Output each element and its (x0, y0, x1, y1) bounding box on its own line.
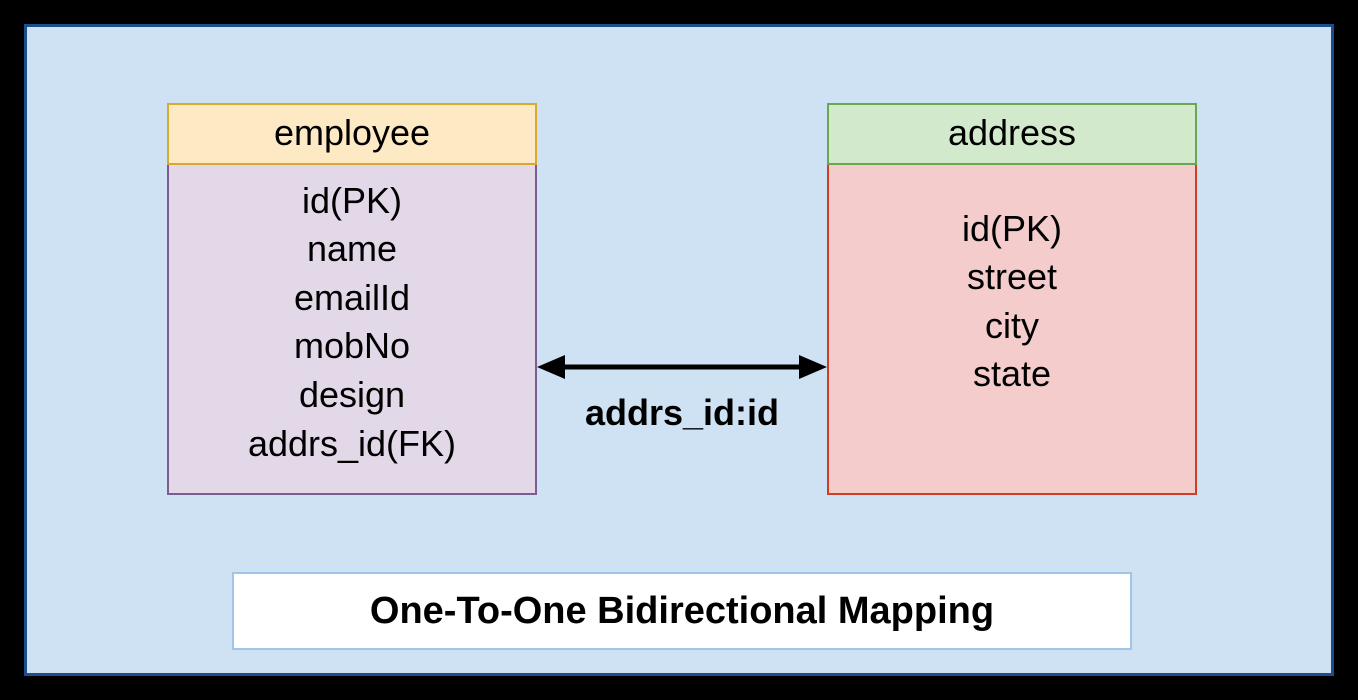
address-field-city: city (839, 302, 1185, 351)
employee-field-emailid: emailId (179, 274, 525, 323)
employee-field-addrsid: addrs_id(FK) (179, 420, 525, 469)
entity-address-body: id(PK) street city state (827, 165, 1197, 495)
entity-employee: employee id(PK) name emailId mobNo desig… (167, 103, 537, 495)
address-field-street: street (839, 253, 1185, 302)
employee-field-design: design (179, 371, 525, 420)
diagram-container: employee id(PK) name emailId mobNo desig… (24, 24, 1334, 676)
entity-address: address id(PK) street city state (827, 103, 1197, 495)
employee-field-id: id(PK) (179, 177, 525, 226)
relation-arrow (537, 337, 827, 397)
entity-address-header: address (827, 103, 1197, 165)
address-field-id: id(PK) (839, 205, 1185, 254)
address-field-state: state (839, 350, 1185, 399)
relation-label: addrs_id:id (537, 392, 827, 434)
caption-box: One-To-One Bidirectional Mapping (232, 572, 1132, 650)
employee-field-name: name (179, 225, 525, 274)
entity-employee-body: id(PK) name emailId mobNo design addrs_i… (167, 165, 537, 495)
caption-text: One-To-One Bidirectional Mapping (370, 590, 994, 633)
bidirectional-arrow-icon (537, 337, 827, 397)
employee-field-mobno: mobNo (179, 322, 525, 371)
entity-employee-header: employee (167, 103, 537, 165)
